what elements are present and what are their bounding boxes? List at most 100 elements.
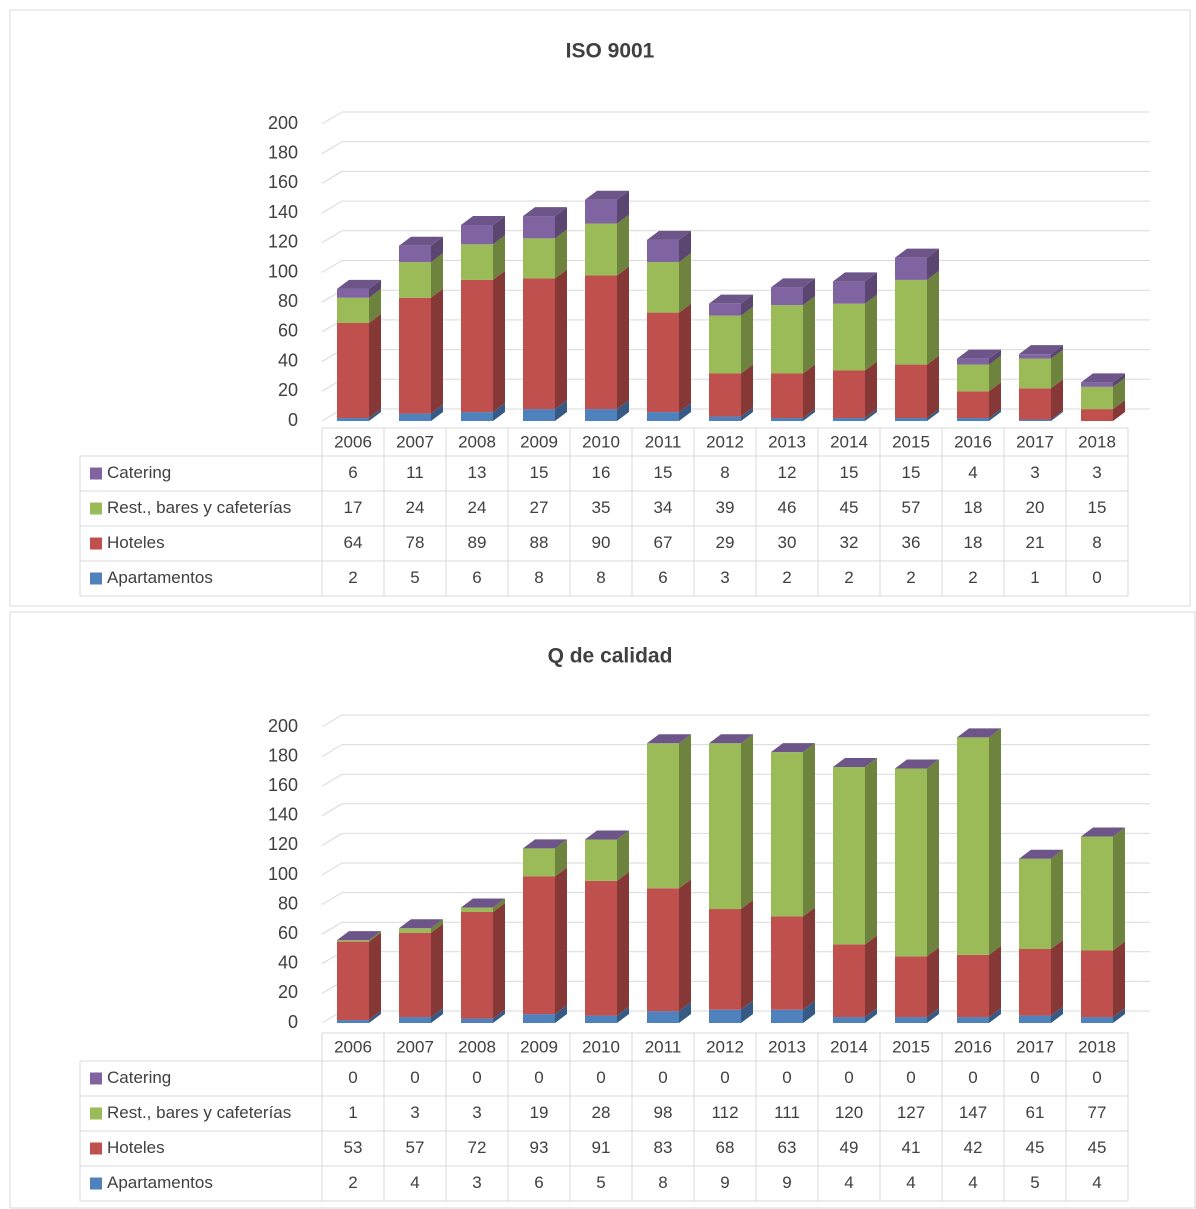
bar-top [709,294,753,304]
x-tick-label: 2012 [706,432,744,451]
bar-side [431,236,443,263]
table-cell: 30 [778,533,797,552]
y-tick-label: 80 [278,291,298,311]
bar [957,358,989,365]
bar [709,315,741,374]
table-cell: 46 [778,498,797,517]
table-cell: 15 [654,463,673,482]
bar-side [927,409,939,421]
bar-side [741,900,753,1010]
bar [585,839,617,881]
x-tick-label: 2017 [1016,432,1054,451]
bar-top [895,759,939,769]
bar [523,216,555,239]
bar [461,279,493,413]
table-cell: 15 [902,463,921,482]
bar-top [1081,373,1125,383]
table-cell: 127 [897,1103,925,1122]
bar-side [369,313,381,419]
bar-side [989,1008,1001,1023]
table-cell: 3 [410,1103,419,1122]
bar-side [803,1000,815,1023]
table-cell: 5 [410,568,419,587]
bar-side [1113,373,1125,387]
table-cell: 16 [592,463,611,482]
bar [771,287,803,306]
table-cell: 24 [468,498,487,517]
x-tick-label: 2016 [954,1037,992,1056]
bar-top [461,898,505,908]
table-cell: 0 [658,1068,667,1087]
table-cell: 34 [654,498,673,517]
y-tick-label: 0 [288,1012,298,1032]
bar-side [1113,377,1125,410]
bar-side [1051,349,1063,389]
bar [461,412,493,421]
table-cell: 32 [840,533,859,552]
legend-swatch [90,537,102,550]
table-cell: 78 [406,533,425,552]
bar [1081,950,1113,1018]
bar-side [1113,400,1125,421]
legend-label: Apartamentos [107,568,213,587]
bar-side [493,235,505,280]
bar [771,305,803,374]
bar-side [555,269,567,410]
table-cell: 18 [964,498,983,517]
bar-side [927,759,939,957]
bar-top [957,349,1001,359]
bar [523,876,555,1015]
table-cell: 15 [1088,498,1107,517]
bar-side [493,215,505,245]
x-tick-label: 2008 [458,432,496,451]
bar [523,278,555,410]
x-tick-label: 2011 [645,432,682,451]
bar-side [865,294,877,371]
bar [709,743,741,910]
bar-top [957,728,1001,738]
bar-side [1051,849,1063,949]
bar [523,848,555,877]
legend-label: Rest., bares y cafeterías [107,1103,291,1122]
table-cell: 29 [716,533,735,552]
bar [957,954,989,1018]
bar-side [369,931,381,942]
chart-title: Q de calidad [548,645,673,668]
bar [337,1020,369,1023]
bar [647,888,679,1012]
x-tick-label: 2007 [396,432,434,451]
bar-side [493,1009,505,1023]
bar-side [741,364,753,417]
table-cell: 19 [530,1103,549,1122]
bar-side [865,361,877,419]
table-cell: 0 [596,1068,605,1087]
bar [585,1015,617,1023]
table-cell: 15 [530,463,549,482]
bar-side [989,945,1001,1018]
bar [833,281,865,304]
bar [337,288,369,298]
x-tick-label: 2010 [582,432,620,451]
bar-side [1113,827,1125,951]
table-cell: 0 [410,1068,419,1087]
legend-swatch [90,1142,102,1155]
table-cell: 3 [1030,463,1039,482]
bar-side [927,355,939,419]
bar-side [617,214,629,276]
bar [833,1017,865,1023]
bar-side [1051,1006,1063,1023]
table-cell: 68 [716,1138,735,1157]
bar [399,297,431,414]
table-cell: 0 [348,1068,357,1087]
bar-side [927,1008,939,1023]
grid-line [321,230,1150,244]
bar-side [927,248,939,280]
bar-top [895,248,939,258]
bar-side [865,757,877,945]
table-cell: 2 [906,568,915,587]
y-tick-label: 100 [268,261,298,281]
bar [833,303,865,371]
bar-top [833,757,877,767]
bar-side [989,409,1001,421]
bar [647,1011,679,1023]
